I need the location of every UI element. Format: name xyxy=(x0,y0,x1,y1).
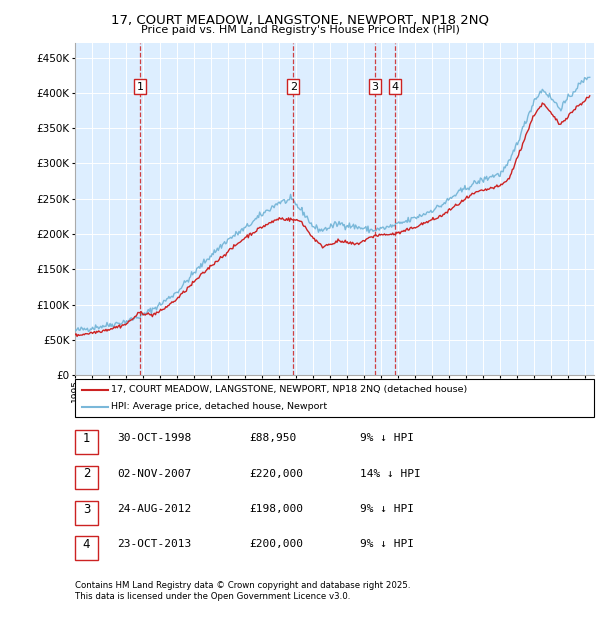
Text: 3: 3 xyxy=(83,503,90,515)
Text: £198,000: £198,000 xyxy=(249,504,303,514)
Text: £200,000: £200,000 xyxy=(249,539,303,549)
Text: 02-NOV-2007: 02-NOV-2007 xyxy=(117,469,191,479)
Text: 1: 1 xyxy=(83,432,90,445)
Text: 4: 4 xyxy=(83,538,90,551)
Text: 17, COURT MEADOW, LANGSTONE, NEWPORT, NP18 2NQ (detached house): 17, COURT MEADOW, LANGSTONE, NEWPORT, NP… xyxy=(111,386,467,394)
Text: 1: 1 xyxy=(137,81,143,92)
Text: 9% ↓ HPI: 9% ↓ HPI xyxy=(360,504,414,514)
Text: HPI: Average price, detached house, Newport: HPI: Average price, detached house, Newp… xyxy=(111,402,327,412)
Text: 2: 2 xyxy=(83,467,90,480)
Text: 23-OCT-2013: 23-OCT-2013 xyxy=(117,539,191,549)
Text: Contains HM Land Registry data © Crown copyright and database right 2025.: Contains HM Land Registry data © Crown c… xyxy=(75,581,410,590)
Text: This data is licensed under the Open Government Licence v3.0.: This data is licensed under the Open Gov… xyxy=(75,592,350,601)
Text: 17, COURT MEADOW, LANGSTONE, NEWPORT, NP18 2NQ: 17, COURT MEADOW, LANGSTONE, NEWPORT, NP… xyxy=(111,14,489,27)
Text: 3: 3 xyxy=(371,81,379,92)
Text: 30-OCT-1998: 30-OCT-1998 xyxy=(117,433,191,443)
Text: 9% ↓ HPI: 9% ↓ HPI xyxy=(360,433,414,443)
Text: £220,000: £220,000 xyxy=(249,469,303,479)
Text: Price paid vs. HM Land Registry's House Price Index (HPI): Price paid vs. HM Land Registry's House … xyxy=(140,25,460,35)
Text: 4: 4 xyxy=(392,81,398,92)
Text: 9% ↓ HPI: 9% ↓ HPI xyxy=(360,539,414,549)
Text: 24-AUG-2012: 24-AUG-2012 xyxy=(117,504,191,514)
Text: 2: 2 xyxy=(290,81,297,92)
Text: 14% ↓ HPI: 14% ↓ HPI xyxy=(360,469,421,479)
Text: £88,950: £88,950 xyxy=(249,433,296,443)
